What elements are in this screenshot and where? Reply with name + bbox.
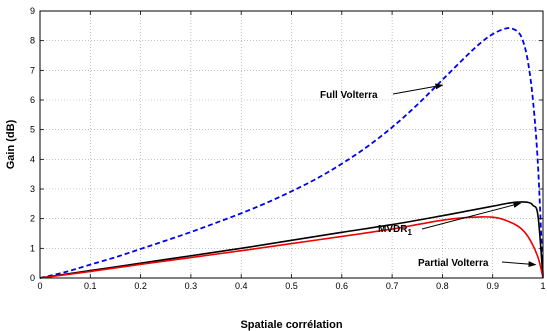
x-tick-label: 0.4 <box>235 281 248 291</box>
x-tick-label: 0.1 <box>84 281 97 291</box>
x-tick-label: 0.6 <box>336 281 349 291</box>
annotation-label: Full Volterra <box>320 90 378 101</box>
annotation-label: Partial Volterra <box>418 258 489 269</box>
series-group <box>39 27 544 279</box>
x-tick-label: 0.9 <box>486 281 499 291</box>
annotation-arrow <box>501 261 537 268</box>
y-tick-label: 9 <box>30 6 35 16</box>
y-tick-label: 5 <box>30 125 35 135</box>
series-line-partial-volterra <box>39 216 544 279</box>
grid <box>40 11 543 278</box>
x-tick-label: 0.3 <box>185 281 198 291</box>
y-tick-label: 1 <box>30 243 35 253</box>
annotation-arrow <box>421 202 522 230</box>
series-line-full-volterra <box>39 27 544 279</box>
annotation-arrow <box>392 83 444 95</box>
y-tick-label: 7 <box>30 65 35 75</box>
y-tick-label: 8 <box>30 36 35 46</box>
y-axis-label: Gain (dB) <box>5 119 17 169</box>
ticks: 0 0.1 0.2 0.3 0.4 0.5 0.6 0.7 0.8 0.9 1 0 1 2 3 4 5 6 7 8 9 <box>30 6 546 291</box>
annotations: Full Volterra MVDR1 Partial Volterra <box>320 83 537 269</box>
y-tick-label: 3 <box>30 184 35 194</box>
x-axis-label: Spatiale corrélation <box>240 319 342 331</box>
x-tick-label: 0 <box>37 281 42 291</box>
x-tick-label: 0.8 <box>436 281 449 291</box>
y-tick-label: 4 <box>30 154 35 164</box>
y-tick-label: 6 <box>30 95 35 105</box>
x-tick-label: 0.7 <box>386 281 399 291</box>
annotation-label: MVDR1 <box>378 224 412 237</box>
plot-frame <box>39 10 544 279</box>
y-tick-label: 0 <box>30 273 35 283</box>
x-tick-label: 1 <box>540 281 545 291</box>
series-line-mvdr <box>39 201 544 279</box>
y-tick-label: 2 <box>30 214 35 224</box>
x-tick-label: 0.5 <box>285 281 298 291</box>
x-tick-label: 0.2 <box>134 281 147 291</box>
